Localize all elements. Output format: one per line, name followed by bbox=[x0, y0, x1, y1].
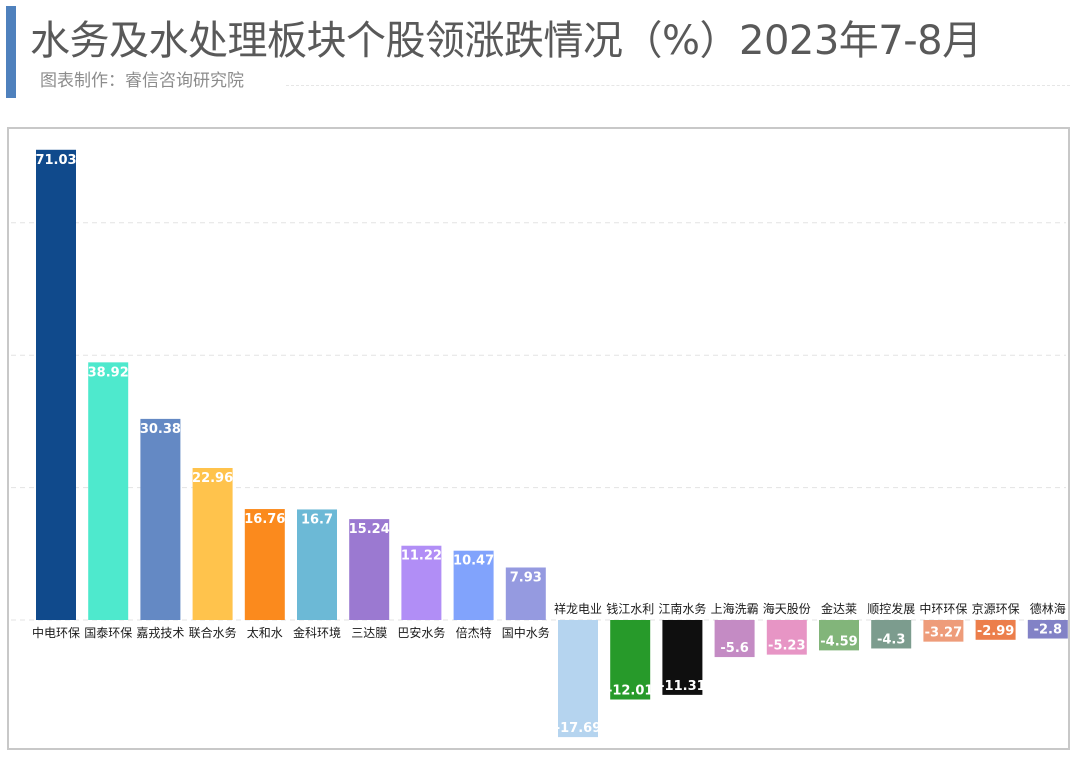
bar-value-label: -2.99 bbox=[977, 624, 1014, 639]
category-label: 祥龙电业 bbox=[554, 602, 602, 616]
category-label: 太和水 bbox=[247, 625, 283, 640]
category-label: 嘉戎技术 bbox=[136, 626, 184, 640]
bar-value-label: -3.27 bbox=[925, 626, 962, 641]
bar-value-label: -11.31 bbox=[659, 679, 706, 694]
bar-value-label: -4.3 bbox=[877, 632, 905, 647]
bar-5 bbox=[244, 509, 285, 620]
category-label: 中环环保 bbox=[919, 601, 967, 616]
category-label: 钱江水利 bbox=[606, 601, 654, 616]
bar-value-label: -17.69 bbox=[555, 721, 602, 736]
category-label: 国泰环保 bbox=[84, 626, 132, 640]
category-label: 京源环保 bbox=[972, 602, 1020, 616]
bar-value-label: 7.93 bbox=[510, 571, 542, 586]
bar-15 bbox=[766, 620, 807, 655]
bar-value-label: 15.24 bbox=[349, 522, 390, 537]
category-label: 巴安水务 bbox=[397, 625, 445, 640]
bar-value-label: -12.01 bbox=[607, 684, 654, 699]
category-label: 德林海 bbox=[1030, 601, 1066, 616]
bar-value-label: -5.6 bbox=[720, 641, 748, 656]
bar-1 bbox=[36, 149, 76, 620]
category-label: 联合水务 bbox=[189, 625, 237, 640]
bar-2 bbox=[88, 362, 129, 620]
bar-7 bbox=[349, 519, 390, 620]
bar-10 bbox=[505, 567, 546, 620]
bar-8 bbox=[401, 545, 442, 620]
category-label: 上海洗霸 bbox=[711, 601, 759, 616]
category-label: 倍杰特 bbox=[456, 625, 492, 640]
bar-19 bbox=[975, 620, 1016, 640]
bar-value-label: 16.76 bbox=[244, 512, 285, 527]
bar-value-label: -4.59 bbox=[820, 634, 857, 649]
category-label: 三达膜 bbox=[351, 626, 387, 640]
bar-13 bbox=[662, 620, 703, 695]
chart-source-note: 图表制作：睿信咨询研究院 bbox=[40, 71, 244, 91]
bar-value-label: -2.8 bbox=[1034, 623, 1062, 638]
bar-17 bbox=[871, 620, 912, 649]
bar-value-label: 16.7 bbox=[301, 512, 333, 527]
category-label: 金科环境 bbox=[293, 625, 341, 640]
category-label: 海天股份 bbox=[763, 601, 811, 616]
header-divider bbox=[286, 85, 1070, 86]
bar-value-label: -5.23 bbox=[768, 639, 805, 654]
bar-chart: 71.03 中电环保 38.92 国泰环保 30.38 嘉戎技术 22.96 联合水务 16.7… bbox=[11, 149, 1068, 738]
bar-value-label: 38.92 bbox=[88, 365, 129, 380]
bar-value-label: 22.96 bbox=[192, 471, 233, 486]
bar-3 bbox=[140, 418, 181, 620]
bar-18 bbox=[923, 620, 964, 642]
bar-value-label: 30.38 bbox=[140, 422, 181, 437]
bar-value-label: 10.47 bbox=[453, 554, 494, 569]
page-title: 水务及水处理板块个股领涨跌情况（%）2023年7-8月 bbox=[30, 18, 982, 64]
category-label: 国中水务 bbox=[502, 625, 550, 640]
category-label: 中电环保 bbox=[32, 625, 80, 640]
bar-12 bbox=[610, 620, 651, 700]
category-label: 金达莱 bbox=[821, 601, 857, 616]
bar-20 bbox=[1027, 620, 1068, 639]
chart-panel: 71.03 中电环保 38.92 国泰环保 30.38 嘉戎技术 22.96 联合水务 16.7… bbox=[7, 127, 1070, 750]
category-label: 顺控发展 bbox=[867, 601, 915, 616]
bar-16 bbox=[819, 620, 859, 651]
bar-6 bbox=[297, 509, 337, 620]
bar-11 bbox=[558, 620, 598, 738]
bar-14 bbox=[714, 620, 755, 658]
title-accent-bar bbox=[6, 6, 16, 98]
bar-value-label: 71.03 bbox=[35, 153, 76, 168]
bar-4 bbox=[192, 468, 233, 620]
bar-value-label: 11.22 bbox=[401, 549, 442, 564]
bar-9 bbox=[453, 550, 494, 620]
category-label: 江南水务 bbox=[658, 601, 706, 616]
